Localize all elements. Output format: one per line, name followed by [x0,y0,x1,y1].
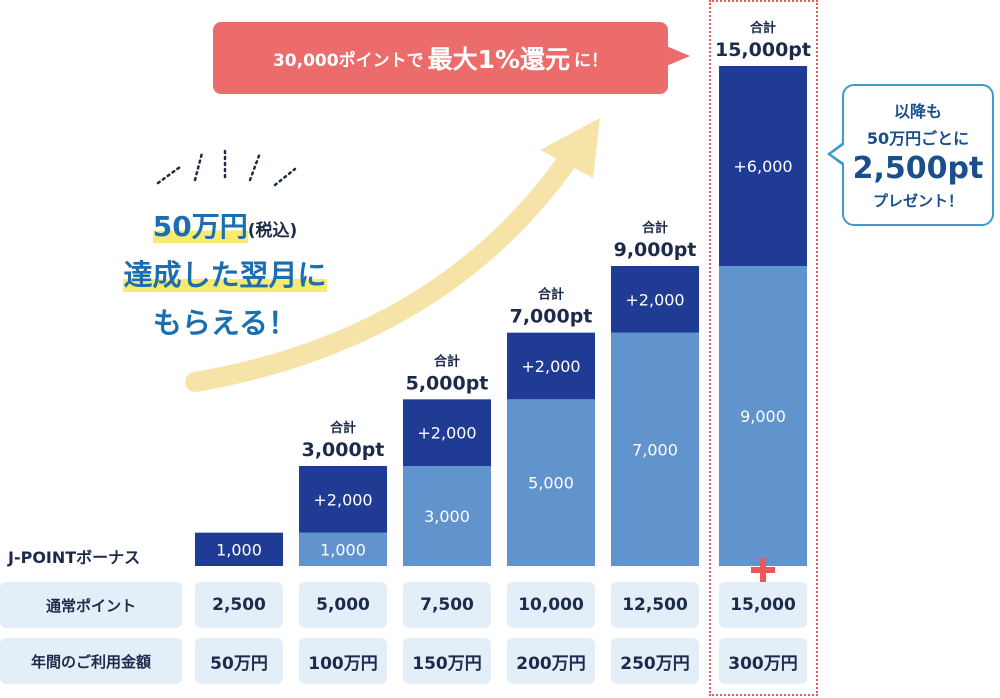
every-500k-callout: 以降も 50万円ごとに 2,500pt プレゼント！ [842,84,994,226]
spend-amount-cell: 250万円 [611,638,699,684]
max-return-callout: 30,000ポイントで 最大1%還元 に！ [213,22,668,94]
bar-added-bonus [403,399,491,466]
bar-added-bonus [299,466,387,533]
spend-row-label: 年間のご利用金額 [0,638,182,684]
spend-amount-cell: 200万円 [507,638,595,684]
spend-amount-cell: 100万円 [299,638,387,684]
bar-added-bonus-label: 1,000 [216,540,262,559]
headline-tax-note: (税込) [247,221,298,241]
bar-normal-bonus-label: 5,000 [528,474,574,493]
total-value: 15,000pt [715,39,811,61]
bar-added-bonus-label: +2,000 [417,424,476,443]
total-value: 7,000pt [510,306,593,328]
bar-added-bonus [195,532,283,566]
headline-line3: もらえる！ [90,300,360,342]
headline-line2: 達成した翌月に [90,252,360,294]
callout-emphasis: 最大1%還元 [427,45,571,74]
bar-normal-bonus [507,399,595,566]
arrow-head [540,118,600,178]
normal-points-cell: 2,500 [195,582,283,628]
total-caption: 合計 [538,287,564,303]
callout-suffix: に！ [574,50,609,71]
growth-arrow [185,118,600,392]
normal-points-cell: 7,500 [403,582,491,628]
right-callout-tail-inner [831,145,844,163]
bonus-row-label: J-POINTボーナス [8,548,141,567]
headline-receive: もらえる！ [152,306,298,340]
callout-tail [664,45,690,67]
callout-prefix: 30,000ポイントで [272,50,424,71]
right-callout-line2: 50万円ごとに [866,129,970,148]
normal-points-row-label: 通常ポイント [0,582,182,628]
normal-points-cell: 5,000 [299,582,387,628]
plus-icon [751,558,775,582]
total-value: 9,000pt [614,239,697,261]
arrow-shaft [185,150,578,392]
bar-added-bonus-label: +6,000 [733,157,792,176]
right-callout-amount: 2,500pt [852,151,984,186]
bar-added-bonus [611,266,699,333]
total-value: 5,000pt [406,372,489,394]
bar-normal-bonus [719,266,807,566]
bar-added-bonus [507,332,595,400]
total-caption: 合計 [642,220,668,236]
bar-added-bonus-label: +2,000 [313,490,372,509]
bar-added-bonus-label: +2,000 [625,290,684,309]
spend-amount-cell: 50万円 [195,638,283,684]
normal-points-cell: 15,000 [719,582,807,628]
total-caption: 合計 [434,353,460,369]
total-caption: 合計 [330,420,356,436]
bar-normal-bonus [611,332,699,566]
bar-normal-bonus [299,532,387,566]
bar-normal-bonus-label: 1,000 [320,540,366,559]
total-value: 3,000pt [302,439,385,461]
bar-normal-bonus [403,466,491,566]
normal-points-cell: 10,000 [507,582,595,628]
spend-amount-cell: 300万円 [719,638,807,684]
headline-achieved: 達成した翌月に [123,258,327,292]
right-callout-line1: 以降も [893,102,942,121]
bar-added-bonus [719,66,807,266]
spend-amount-cell: 150万円 [403,638,491,684]
bars-layer: 1,000 1,000 +2,000 合計 3,000pt 3,000 +2,000 合計 5,… [195,20,811,566]
bar-added-bonus-label: +2,000 [521,357,580,376]
bar-normal-bonus-label: 3,000 [424,507,470,526]
highlight-box [709,0,818,696]
bar-normal-bonus-label: 9,000 [740,407,786,426]
normal-points-cell: 12,500 [611,582,699,628]
headline-line1: 50万円(税込) [90,205,360,245]
bar-normal-bonus-label: 7,000 [632,440,678,459]
right-callout-line4: プレゼント！ [872,192,963,210]
headline-amount: 50万円 [152,210,248,243]
sparkle-icon [156,147,297,187]
total-caption: 合計 [750,20,776,36]
